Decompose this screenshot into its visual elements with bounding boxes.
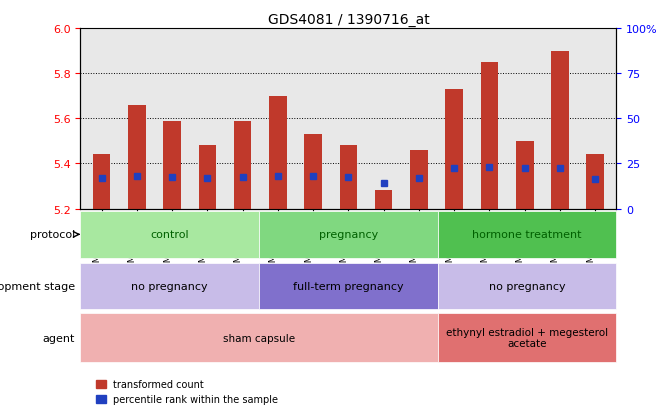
Text: development stage: development stage bbox=[0, 281, 75, 291]
Text: hormone treatment: hormone treatment bbox=[472, 230, 582, 240]
Bar bbox=[92, 155, 111, 209]
FancyBboxPatch shape bbox=[80, 313, 438, 363]
Bar bbox=[128, 105, 145, 209]
Title: GDS4081 / 1390716_at: GDS4081 / 1390716_at bbox=[267, 12, 429, 26]
FancyBboxPatch shape bbox=[80, 211, 259, 258]
Legend: transformed count, percentile rank within the sample: transformed count, percentile rank withi… bbox=[92, 375, 282, 408]
Text: agent: agent bbox=[43, 333, 75, 343]
Bar bbox=[551, 52, 569, 209]
Text: pregnancy: pregnancy bbox=[319, 230, 378, 240]
Bar bbox=[163, 121, 181, 209]
Text: full-term pregnancy: full-term pregnancy bbox=[293, 281, 404, 291]
Text: no pregnancy: no pregnancy bbox=[488, 281, 565, 291]
FancyBboxPatch shape bbox=[80, 263, 259, 309]
FancyBboxPatch shape bbox=[438, 313, 616, 363]
Bar bbox=[234, 121, 251, 209]
Text: sham capsule: sham capsule bbox=[223, 333, 295, 343]
Text: no pregnancy: no pregnancy bbox=[131, 281, 208, 291]
Bar bbox=[198, 146, 216, 209]
Bar bbox=[480, 63, 498, 209]
Bar bbox=[516, 142, 533, 209]
Bar bbox=[304, 135, 322, 209]
Text: ethynyl estradiol + megesterol
acetate: ethynyl estradiol + megesterol acetate bbox=[446, 327, 608, 349]
Bar bbox=[375, 191, 393, 209]
Text: control: control bbox=[151, 230, 189, 240]
Bar bbox=[340, 146, 357, 209]
Bar bbox=[410, 150, 427, 209]
FancyBboxPatch shape bbox=[259, 263, 438, 309]
Bar bbox=[586, 155, 604, 209]
Bar bbox=[269, 97, 287, 209]
FancyBboxPatch shape bbox=[438, 263, 616, 309]
Text: protocol: protocol bbox=[29, 230, 75, 240]
Bar bbox=[446, 90, 463, 209]
FancyBboxPatch shape bbox=[259, 211, 438, 258]
FancyBboxPatch shape bbox=[438, 211, 616, 258]
